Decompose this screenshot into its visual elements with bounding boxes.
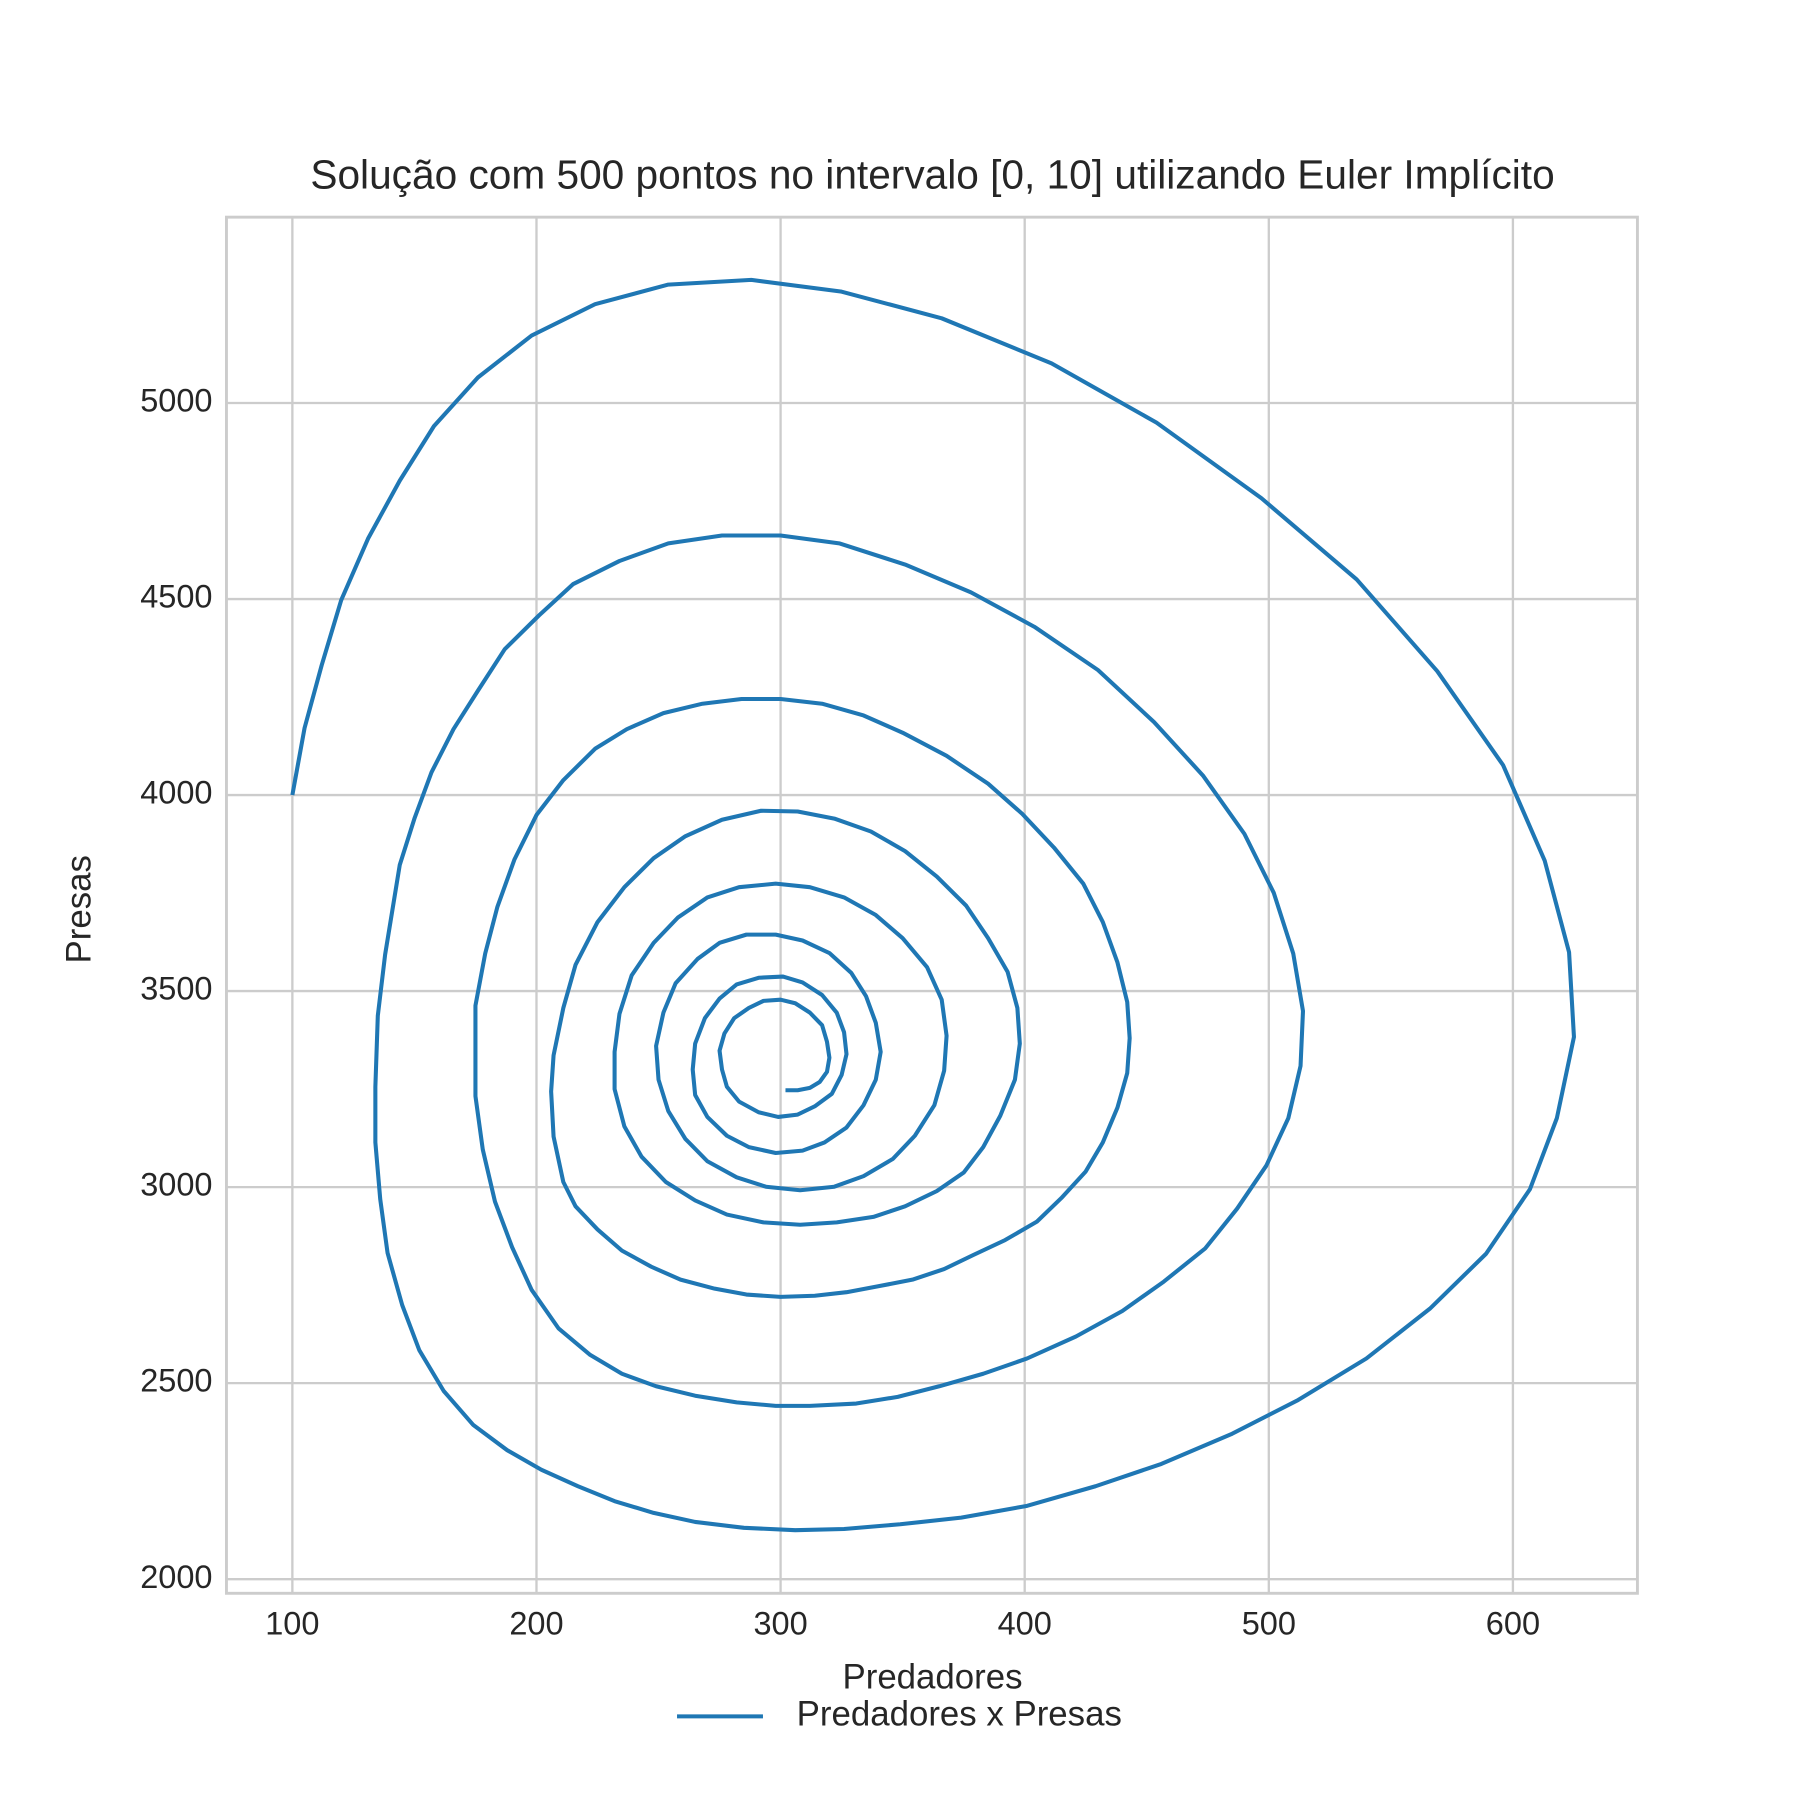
y-tick-label: 2500 [140, 1363, 212, 1399]
data-line [290, 277, 1576, 1533]
plot-frame [225, 215, 1639, 1595]
x-tick-label: 500 [1242, 1605, 1296, 1641]
legend-label: Predadores x Presas [797, 1695, 1122, 1734]
y-axis-label: Presas [59, 855, 98, 963]
x-tick-label: 200 [509, 1605, 563, 1641]
y-tick-label: 3500 [140, 971, 212, 1007]
y-tick-label: 2000 [140, 1559, 212, 1595]
y-tick-label: 4000 [140, 775, 212, 811]
x-tick-label: 400 [998, 1605, 1052, 1641]
y-tick-label: 4500 [140, 579, 212, 615]
x-tick-label: 300 [753, 1605, 807, 1641]
chart-title: Solução com 500 pontos no intervalo [0, … [310, 151, 1554, 197]
y-tick-label: 3000 [140, 1167, 212, 1203]
y-tick-label: 5000 [140, 383, 212, 419]
x-tick-label: 600 [1486, 1605, 1540, 1641]
x-axis-label: Predadores [842, 1657, 1022, 1696]
x-tick-label: 100 [265, 1605, 319, 1641]
